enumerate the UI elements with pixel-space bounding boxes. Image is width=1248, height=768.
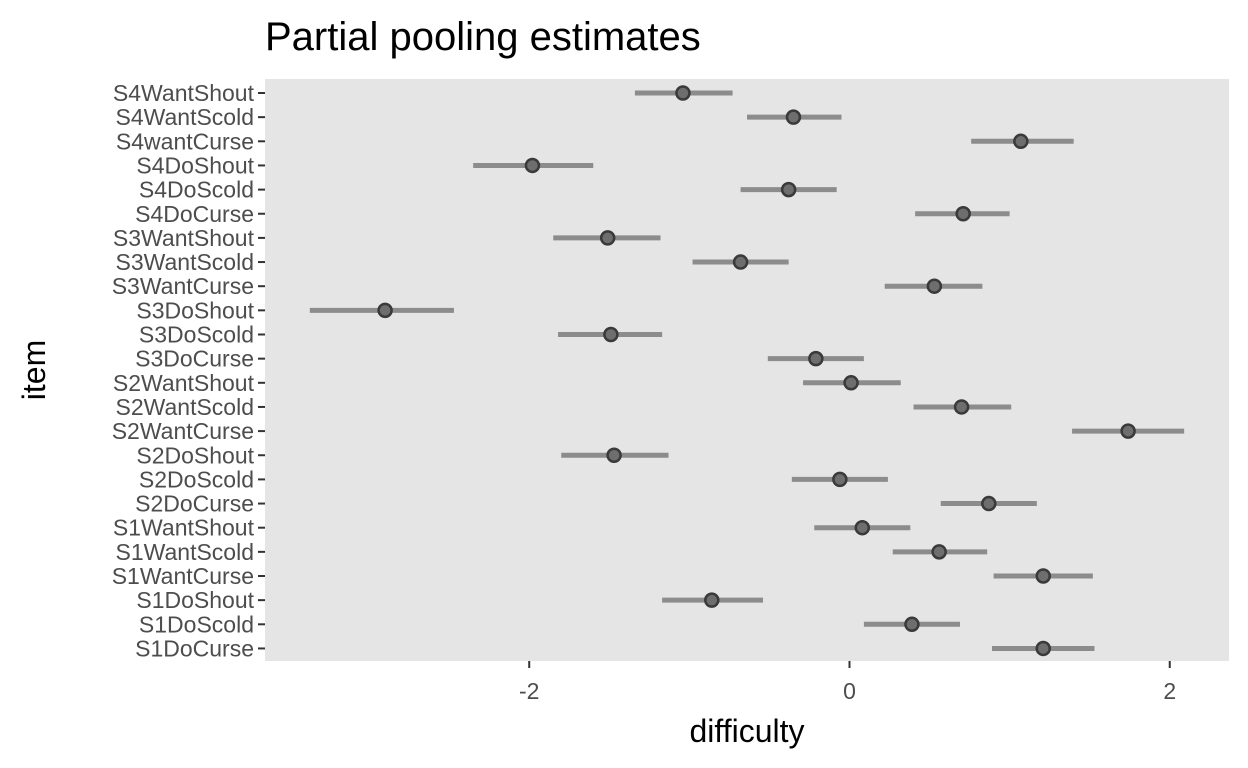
y-tick-label-S3WantScold: S3WantScold bbox=[116, 249, 255, 275]
point-S1DoCurse bbox=[1035, 640, 1051, 657]
y-tick-label-S1DoShout: S1DoShout bbox=[136, 587, 254, 613]
y-tick-label-S3DoScold: S3DoScold bbox=[139, 322, 254, 348]
point-S4DoScold bbox=[780, 181, 797, 198]
y-tick-label-S4DoShout: S4DoShout bbox=[136, 152, 254, 178]
point-S2WantScold bbox=[953, 399, 970, 415]
y-axis: S4WantShoutS4WantScoldS4wantCurseS4DoSho… bbox=[112, 80, 265, 661]
point-S3DoCurse bbox=[808, 350, 824, 367]
point-S4DoShout bbox=[524, 157, 541, 174]
y-tick-label-S4WantShout: S4WantShout bbox=[113, 80, 255, 106]
y-tick-label-S3WantCurse: S3WantCurse bbox=[112, 273, 254, 299]
point-S2DoScold bbox=[832, 471, 848, 488]
y-tick-label-S2WantCurse: S2WantCurse bbox=[112, 418, 254, 444]
y-tick-label-S3DoCurse: S3DoCurse bbox=[135, 346, 254, 372]
y-tick-label-S4WantScold: S4WantScold bbox=[116, 104, 255, 130]
point-S2DoShout bbox=[606, 447, 622, 463]
point-S3DoShout bbox=[377, 302, 393, 319]
chart-title: Partial pooling estimates bbox=[265, 15, 701, 59]
point-S3DoScold bbox=[603, 326, 619, 343]
point-S2WantShout bbox=[843, 375, 859, 391]
point-S4WantScold bbox=[785, 109, 802, 125]
point-S3WantCurse bbox=[926, 278, 943, 294]
y-tick-label-S2DoScold: S2DoScold bbox=[139, 466, 254, 492]
x-tick-label-2: 2 bbox=[1163, 678, 1176, 704]
point-S4wantCurse bbox=[1013, 133, 1029, 150]
point-S2WantCurse bbox=[1120, 423, 1136, 439]
point-S1WantCurse bbox=[1035, 568, 1051, 584]
point-S1WantShout bbox=[854, 519, 871, 536]
y-tick-label-S1WantScold: S1WantScold bbox=[116, 539, 255, 565]
y-tick-label-S4DoScold: S4DoScold bbox=[139, 177, 254, 203]
y-tick-label-S2DoShout: S2DoShout bbox=[136, 442, 254, 468]
point-S3WantScold bbox=[732, 254, 749, 270]
point-S2DoCurse bbox=[981, 495, 997, 512]
point-S3WantShout bbox=[599, 230, 616, 246]
y-tick-label-S2WantScold: S2WantScold bbox=[116, 394, 255, 420]
y-tick-label-S1DoScold: S1DoScold bbox=[139, 611, 254, 637]
x-axis: -2 0 2 bbox=[519, 661, 1176, 704]
y-tick-label-S4DoCurse: S4DoCurse bbox=[135, 201, 254, 227]
y-tick-label-S3DoShout: S3DoShout bbox=[136, 297, 254, 323]
plot-panel bbox=[265, 79, 1229, 661]
y-axis-title: item bbox=[16, 340, 52, 400]
x-tick-label-1: 0 bbox=[843, 678, 856, 704]
y-tick-label-S2DoCurse: S2DoCurse bbox=[135, 491, 254, 517]
y-tick-label-S3WantShout: S3WantShout bbox=[113, 225, 255, 251]
point-S4WantShout bbox=[675, 85, 691, 101]
x-tick-label-0: -2 bbox=[519, 678, 539, 704]
y-tick-label-S1DoCurse: S1DoCurse bbox=[135, 635, 254, 661]
point-S1DoScold bbox=[904, 616, 920, 633]
point-S1DoShout bbox=[704, 592, 720, 608]
point-S1WantScold bbox=[931, 544, 947, 560]
y-tick-label-S4wantCurse: S4wantCurse bbox=[116, 128, 254, 154]
x-axis-title: difficulty bbox=[689, 713, 804, 749]
point-S4DoCurse bbox=[955, 206, 971, 222]
y-tick-label-S1WantCurse: S1WantCurse bbox=[112, 563, 254, 589]
y-tick-label-S2WantShout: S2WantShout bbox=[113, 370, 255, 396]
point-layer bbox=[377, 85, 1136, 657]
y-tick-label-S1WantShout: S1WantShout bbox=[113, 515, 255, 541]
